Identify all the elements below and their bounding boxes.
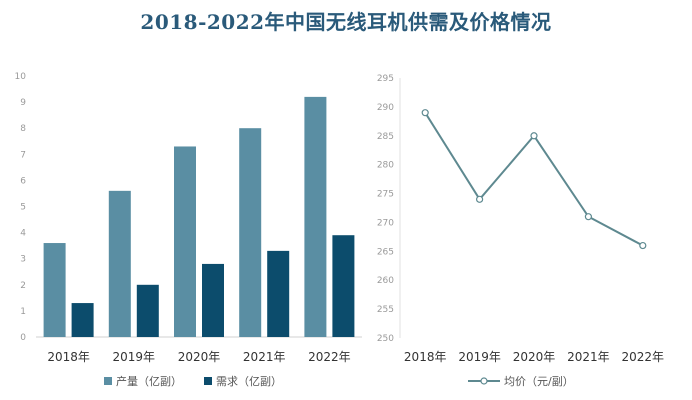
bar-legend-swatch-0: [104, 377, 112, 385]
line-x-label-0: 2018年: [404, 350, 447, 364]
line-x-label-1: 2019年: [458, 350, 501, 364]
bar-legend-swatch-1: [204, 377, 212, 385]
bar-y-tick-3: 3: [20, 255, 26, 265]
bar-y-tick-4: 4: [20, 229, 26, 239]
bar-demand-0: [71, 303, 94, 337]
line-legend-marker: [480, 377, 488, 385]
bar-y-tick-10: 10: [15, 72, 27, 82]
line-y-tick-6: 280: [377, 161, 394, 171]
line-y-tick-9: 295: [377, 74, 394, 84]
line-y-tick-0: 250: [377, 334, 394, 344]
bar-y-tick-2: 2: [20, 281, 26, 291]
line-y-tick-5: 275: [377, 190, 394, 200]
bar-y-tick-6: 6: [20, 176, 26, 186]
bar-x-label-1: 2019年: [113, 350, 156, 364]
bar-production-4: [304, 96, 327, 337]
bar-x-label-3: 2021年: [243, 350, 286, 364]
bar-x-label-2: 2020年: [178, 350, 221, 364]
bar-y-tick-7: 7: [20, 150, 26, 160]
line-point-2: [530, 132, 538, 140]
bar-production-3: [239, 128, 262, 337]
bar-y-tick-0: 0: [20, 333, 26, 343]
bar-demand-4: [332, 235, 355, 337]
line-point-0: [421, 109, 429, 117]
line-x-label-4: 2022年: [622, 350, 665, 364]
line-legend-label: 均价（元/副）: [504, 375, 574, 388]
bar-y-tick-1: 1: [20, 307, 26, 317]
bar-production-1: [108, 190, 131, 337]
line-x-label-3: 2021年: [567, 350, 610, 364]
bar-production-2: [174, 146, 196, 337]
line-point-3: [584, 213, 593, 221]
bar-production-0: [43, 243, 66, 337]
line-y-tick-1: 255: [377, 305, 394, 315]
line-point-1: [476, 195, 484, 203]
chart-title: 2018-2022年中国无线耳机供需及价格情况: [140, 10, 552, 34]
line-y-tick-4: 270: [377, 218, 394, 228]
bar-y-tick-9: 9: [20, 98, 26, 108]
line-x-label-2: 2020年: [513, 350, 556, 364]
line-y-tick-7: 285: [377, 132, 394, 142]
bar-legend-label-0: 产量（亿副）: [116, 374, 182, 388]
bar-y-tick-5: 5: [20, 203, 26, 213]
bar-demand-3: [267, 250, 290, 337]
bar-y-tick-8: 8: [20, 124, 26, 134]
bar-demand-2: [202, 263, 224, 337]
bar-x-label-4: 2022年: [308, 350, 351, 364]
line-y-tick-2: 260: [377, 276, 394, 286]
line-y-tick-8: 290: [377, 103, 394, 113]
line-point-4: [639, 241, 647, 250]
line-y-tick-3: 265: [377, 247, 394, 257]
bar-legend-label-1: 需求（亿副）: [216, 375, 282, 388]
bar-demand-1: [136, 284, 159, 337]
bar-x-label-0: 2018年: [47, 350, 90, 364]
